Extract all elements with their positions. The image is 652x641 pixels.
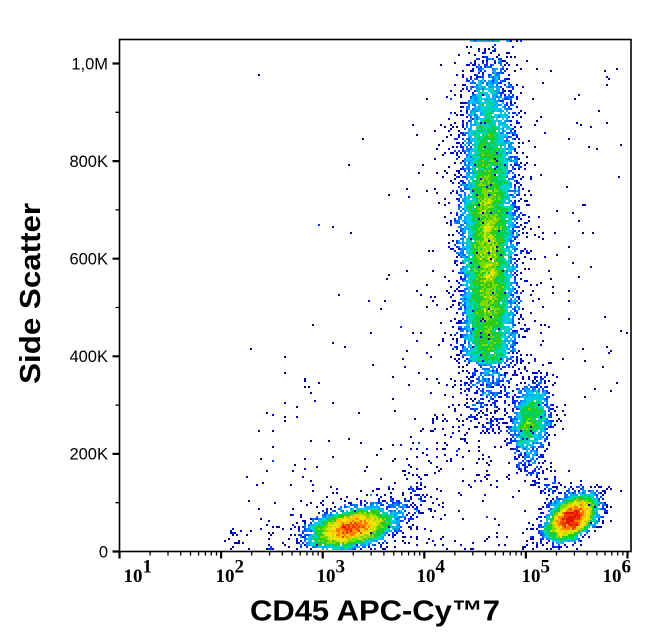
svg-text:0: 0 bbox=[99, 543, 108, 561]
svg-text:1,0M: 1,0M bbox=[71, 55, 108, 73]
svg-text:Side Scatter: Side Scatter bbox=[15, 203, 47, 384]
svg-text:800K: 800K bbox=[69, 153, 108, 171]
svg-text:600K: 600K bbox=[69, 251, 108, 269]
svg-text:CD45 APC-Cy™7: CD45 APC-Cy™7 bbox=[250, 596, 500, 628]
svg-text:400K: 400K bbox=[69, 348, 108, 366]
svg-text:200K: 200K bbox=[69, 446, 108, 464]
